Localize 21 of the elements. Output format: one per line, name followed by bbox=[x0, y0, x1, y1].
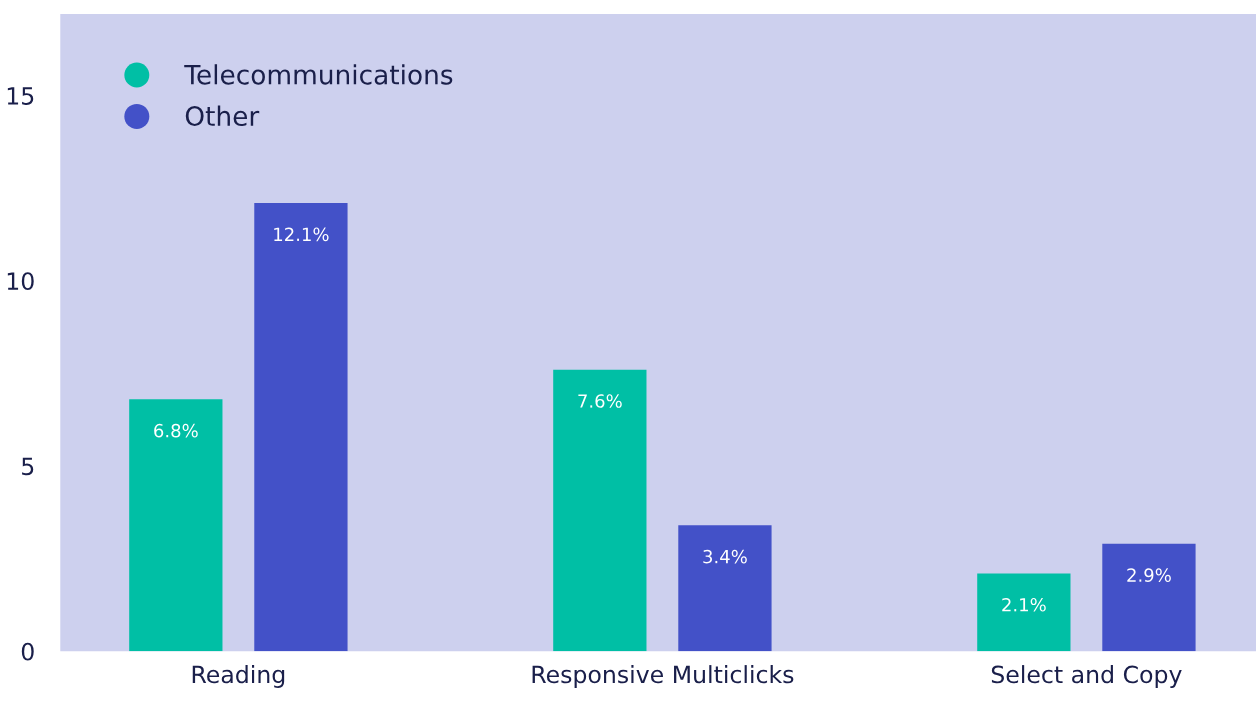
y-tick-label: 10 bbox=[7, 272, 34, 291]
x-tick-label: Select and Copy bbox=[991, 665, 1182, 688]
text: 2.9% bbox=[1127, 568, 1171, 582]
bar bbox=[678, 525, 772, 652]
text: 2.1% bbox=[1002, 597, 1046, 612]
bar bbox=[254, 202, 348, 652]
bar bbox=[977, 573, 1071, 652]
legend-label: Telecommunications bbox=[184, 64, 453, 85]
y-tick-label: 0 bbox=[21, 642, 34, 661]
bar bbox=[129, 399, 223, 652]
y-tick-label: 15 bbox=[7, 87, 34, 105]
bar bbox=[553, 369, 647, 652]
bar bbox=[1102, 543, 1196, 652]
legend-label: Other bbox=[185, 105, 260, 127]
text: 12.1% bbox=[274, 227, 329, 242]
text: 3.4% bbox=[703, 549, 747, 564]
y-tick-label: 5 bbox=[22, 457, 34, 476]
text: 6.8% bbox=[154, 423, 198, 438]
x-tick-label: Responsive Multiclicks bbox=[532, 665, 794, 688]
x-tick-label: Reading bbox=[192, 665, 285, 688]
text: 7.6% bbox=[578, 394, 622, 408]
